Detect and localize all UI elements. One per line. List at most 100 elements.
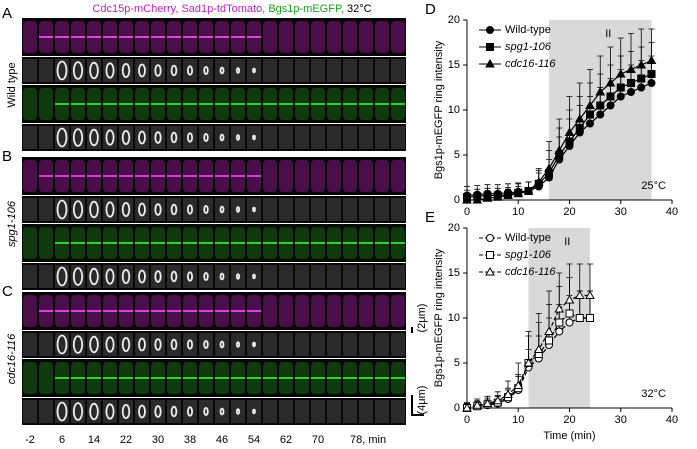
cell [247,265,261,288]
marker [596,110,605,119]
ring [247,310,261,312]
cell [295,333,309,356]
ring [170,405,178,418]
ring [89,200,99,219]
image-strip [22,263,406,290]
cell [311,126,325,149]
strain-label: cdc16-116 [6,333,18,384]
cell [327,295,341,327]
ring [186,271,193,282]
cell [327,59,341,82]
ring [203,406,209,416]
cell [391,265,405,288]
ring [135,377,149,379]
image-strip [22,18,406,56]
error-bar [535,313,542,350]
x-tick-label: 30 [615,414,627,426]
cell [263,21,277,53]
ring [121,268,131,284]
time-label: 78, min [350,434,386,446]
scale-bar [411,395,424,416]
cell [247,126,261,149]
ring [103,310,117,312]
cell [183,265,197,288]
cell [343,59,357,82]
cell [119,400,133,423]
y-tick-label: 0 [454,402,460,414]
marker [555,318,564,327]
ring [231,36,245,38]
scale-label: (2μm) [416,304,428,333]
marker [585,100,595,109]
marker [647,79,656,87]
cell [183,59,197,82]
panel-letter: E [425,209,435,226]
cell [295,59,309,82]
marker [575,124,584,132]
ring [55,242,69,244]
cell [39,227,53,259]
cell [311,295,325,327]
cell [119,126,133,149]
cell [247,198,261,221]
ring [167,36,181,38]
cell [327,198,341,221]
ring [87,103,101,105]
ring [203,132,209,142]
cell [135,333,149,356]
ring [71,377,85,379]
header-part: Bgs1p-mEGFP, [268,3,344,15]
ring [343,103,357,105]
time-label: 30 [152,434,164,446]
ring [183,377,197,379]
ring [103,377,117,379]
ring [235,206,241,213]
error-bar [617,37,624,74]
error-bar [546,290,552,332]
ring [215,103,229,105]
ring [103,175,117,177]
image-strip [22,124,406,151]
scale-bar [411,327,413,333]
cell [359,160,373,192]
scale-label: (4μm) [416,386,428,415]
ring [252,341,256,348]
error-bar [597,55,604,92]
cell [151,265,165,288]
cell [263,295,277,327]
marker [545,336,553,345]
ring [359,242,373,244]
legend-label: cdc16-116 [505,266,556,278]
cell [103,400,117,423]
cell [343,265,357,288]
ring [203,271,209,281]
ring [295,242,309,244]
marker [636,59,647,69]
ring [138,202,146,217]
cell [375,160,389,192]
ring [121,129,131,145]
ring [343,377,357,379]
y-axis-label: Bgs1p-mEGFP ring intensity [433,40,445,179]
cell [231,265,245,288]
cell [23,126,37,149]
image-strip [22,331,406,358]
ring [183,175,197,177]
error-bar [525,331,532,363]
ring [199,175,213,177]
marker [462,194,472,204]
cell [231,126,245,149]
ring [151,242,165,244]
cell [183,198,197,221]
ring [151,103,165,105]
image-strip [22,359,406,397]
cell [135,59,149,82]
marker [472,194,483,204]
ring [199,242,213,244]
cell [327,126,341,149]
cell [375,21,389,53]
ring [71,36,85,38]
marker [544,326,554,335]
cell [343,333,357,356]
ring [391,242,405,244]
